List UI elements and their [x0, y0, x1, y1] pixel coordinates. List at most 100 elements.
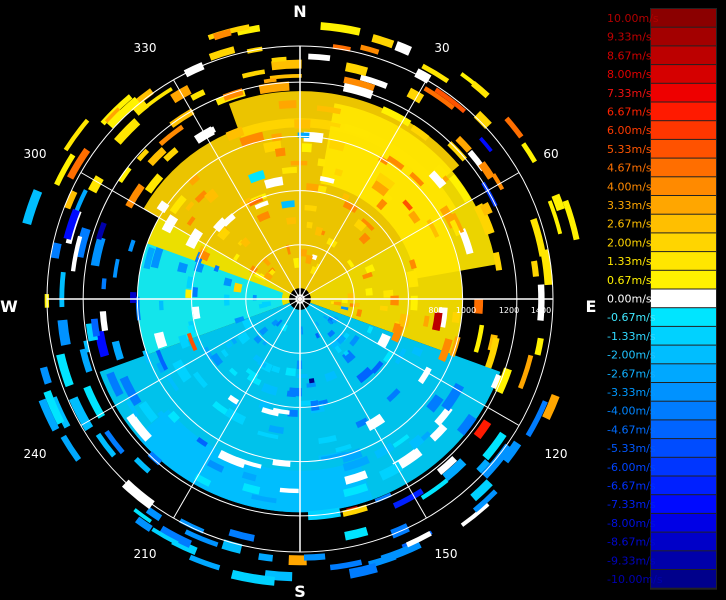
range-gate-cell: [360, 218, 375, 231]
azimuth-label-300: 300: [24, 147, 47, 161]
range-gate-cell: [473, 324, 485, 353]
range-gate-cell: [271, 319, 279, 327]
range-gate-cell: [405, 530, 432, 548]
colorbar-swatch: [651, 364, 716, 382]
range-gate-cell: [126, 412, 152, 442]
range-gate-cell: [434, 405, 453, 427]
range-gate-cell: [133, 508, 152, 524]
range-gate-cell: [417, 366, 432, 385]
range-gate-cell: [224, 407, 247, 425]
range-gate-cell: [290, 160, 308, 166]
azimuth-label-30: 30: [434, 41, 449, 55]
range-gate-cell: [155, 349, 169, 371]
range-gate-cell: [491, 173, 505, 191]
range-gate-cell: [59, 271, 66, 308]
range-gate-cell: [225, 126, 245, 142]
range-gate-cell: [429, 423, 448, 442]
range-gate-cell: [381, 106, 412, 127]
range-gate-cell: [38, 398, 60, 432]
range-gate-cell: [286, 217, 297, 225]
range-gate-cell: [70, 235, 83, 272]
range-gate-cell: [196, 437, 208, 448]
colorbar-swatch: [651, 326, 716, 345]
colorbar-swatch: [651, 308, 716, 326]
range-gate-cell: [327, 319, 333, 325]
colorbar-swatch: [651, 420, 716, 439]
range-gate-cell: [479, 202, 493, 216]
range-gate-cell: [329, 559, 363, 571]
range-gate-cell: [172, 359, 192, 383]
range-gate-cell: [521, 142, 537, 164]
range-gate-cell: [402, 199, 413, 211]
range-gate-cell: [147, 451, 163, 466]
range-gate-cell: [134, 516, 153, 532]
range-gate-cell: [263, 272, 273, 281]
range-gate-cell: [178, 334, 190, 349]
range-gate-cell: [434, 87, 467, 114]
range-gate-cell: [190, 89, 206, 101]
range-gate-cell: [504, 116, 524, 139]
range-gate-cell: [212, 28, 232, 41]
colorbar-label: 7.33m/s: [607, 87, 652, 100]
range-gate-cell: [547, 200, 563, 235]
range-gate-cell: [285, 367, 296, 377]
range-gate-cell: [228, 367, 238, 377]
colorbar-swatch: [651, 158, 716, 177]
azimuth-spoke-240: [80, 298, 301, 426]
velocity-sector-6: [320, 103, 496, 279]
range-gate-cell: [376, 198, 388, 211]
range-gate-cell: [254, 200, 269, 210]
range-gate-cell: [451, 311, 461, 324]
range-gate-cell: [364, 264, 376, 274]
range-gate-cell: [22, 189, 43, 226]
range-gate-cell: [79, 348, 93, 373]
range-gate-cell: [83, 385, 106, 419]
range-gate-cell: [157, 410, 171, 425]
colorbar-swatch: [651, 102, 716, 121]
polar-labels: N S W E 30 60 120 150 210 240 300 330 80…: [0, 2, 596, 600]
colorbar-swatch: [651, 532, 716, 551]
range-gate-cell: [472, 489, 498, 513]
range-gate-cell: [485, 337, 500, 369]
colorbar-swatch: [651, 65, 716, 83]
range-gate-cell: [271, 133, 283, 142]
range-gate-cell: [410, 295, 418, 311]
range-gate-cell: [344, 470, 368, 485]
range-gate-cell: [268, 268, 276, 276]
range-gate-cell: [239, 197, 253, 210]
range-gate-cell: [438, 338, 453, 363]
range-gate-cell: [305, 254, 313, 265]
range-gate-cell: [261, 383, 278, 396]
range-gate-cell: [132, 99, 149, 116]
range-gate-cell: [340, 306, 349, 311]
colorbar-swatch: [651, 345, 716, 364]
range-label-800: 800: [428, 306, 443, 315]
range-gate-cell: [188, 554, 221, 571]
range-gate-cell: [170, 85, 192, 104]
colorbar-label: -10.00m/s: [607, 573, 663, 586]
range-gate-cell: [379, 305, 388, 312]
range-gate-cell: [194, 473, 212, 487]
range-gate-cell: [342, 83, 374, 99]
range-gate-cell: [143, 87, 173, 110]
range-gate-cell: [335, 443, 352, 453]
range-gate-cell: [303, 553, 326, 561]
azimuth-label-240: 240: [24, 447, 47, 461]
range-gate-cell: [90, 318, 101, 337]
range-gate-cell: [537, 284, 545, 321]
colorbar-label: -8.00m/s: [607, 517, 656, 530]
range-gate-cell: [228, 529, 255, 542]
range-gate-cell: [242, 483, 261, 495]
range-gate-cell: [317, 185, 327, 194]
range-gate-cell: [163, 147, 179, 162]
range-gate-cell: [128, 239, 136, 252]
range-gate-cell: [348, 562, 378, 579]
range-gate-cell: [525, 400, 548, 438]
colorbar-label: -0.67m/s: [607, 311, 656, 324]
range-gate-cell: [104, 107, 122, 124]
range-gate-cell: [317, 158, 326, 167]
compass-south: S: [294, 582, 306, 600]
range-gate-cell: [213, 264, 220, 273]
colorbar-swatch: [651, 27, 716, 46]
range-gate-cell: [408, 210, 421, 224]
